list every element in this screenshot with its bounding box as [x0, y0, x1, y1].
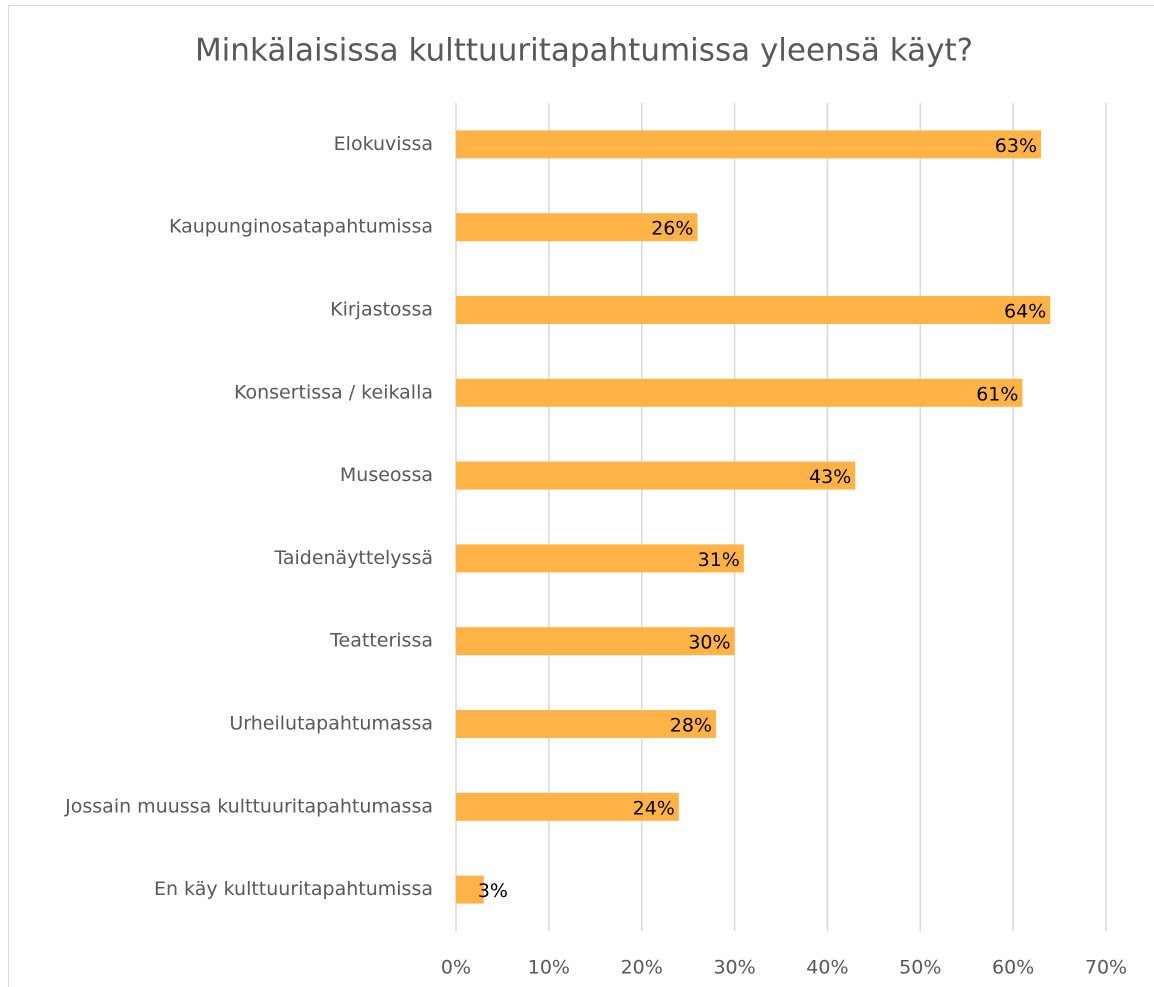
bar [456, 710, 716, 738]
bar [456, 792, 679, 821]
value-label: 24% [633, 797, 675, 819]
bar [456, 875, 484, 904]
chart-frame [8, 5, 1154, 987]
bar [456, 627, 735, 656]
y-tick-label: Konsertissa / keikalla [234, 381, 433, 403]
y-tick-label: Jossain muussa kulttuuritapahtumassa [64, 795, 433, 817]
y-tick-label: Taidenäyttelyssä [273, 547, 433, 569]
bar [456, 213, 698, 242]
y-tick-label: Teatterissa [329, 630, 433, 652]
y-tick-label: En käy kulttuuritapahtumissa [154, 878, 433, 900]
x-tick-label: 20% [621, 957, 663, 979]
y-tick-label: Kaupunginosatapahtumissa [169, 216, 433, 238]
value-label: 30% [688, 632, 730, 654]
x-tick-label: 60% [992, 957, 1034, 979]
value-label: 31% [698, 549, 740, 571]
bar [456, 296, 1051, 324]
x-tick-label: 70% [1085, 957, 1127, 979]
value-label: 61% [976, 383, 1018, 405]
bar [456, 378, 1023, 407]
value-label: 64% [1004, 301, 1046, 323]
value-label: 28% [670, 715, 712, 737]
bar [456, 544, 744, 573]
value-label: 3% [478, 880, 508, 902]
x-tick-label: 40% [806, 957, 848, 979]
x-tick-label: 0% [441, 957, 471, 979]
x-tick-label: 10% [528, 957, 570, 979]
bar [456, 461, 856, 490]
bar [456, 130, 1041, 159]
value-label: 63% [995, 135, 1037, 157]
y-tick-label: Urheilutapahtumassa [229, 713, 433, 735]
chart-title: Minkälaisissa kulttuuritapahtumissa ylee… [195, 33, 973, 69]
y-tick-label: Elokuvissa [334, 133, 433, 155]
value-label: 26% [651, 218, 693, 240]
y-tick-label: Kirjastossa [330, 299, 433, 321]
x-tick-label: 50% [899, 957, 941, 979]
value-label: 43% [809, 466, 851, 488]
y-tick-label: Museossa [340, 464, 433, 486]
x-tick-label: 30% [713, 957, 755, 979]
